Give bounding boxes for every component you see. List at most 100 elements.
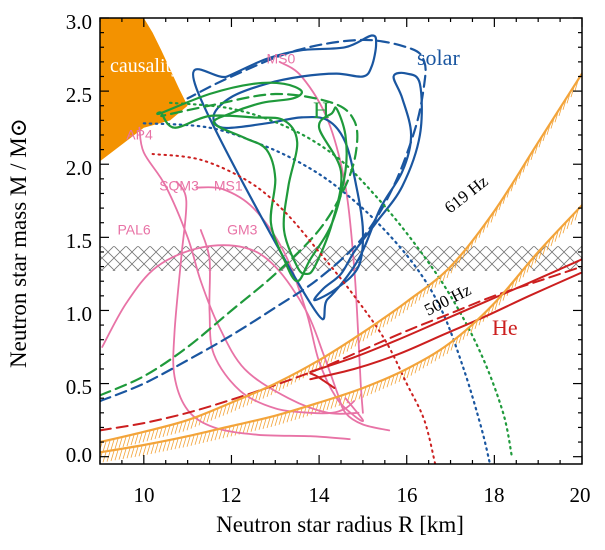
spin-hatch-tick xyxy=(182,437,187,448)
spin-hatch-tick xyxy=(282,413,287,424)
spin-hatch-tick xyxy=(418,360,423,371)
spin-hatch-tick xyxy=(258,419,263,430)
eos-label-ms0: MS0 xyxy=(267,50,296,66)
eos-label-ms1: MS1 xyxy=(214,178,243,194)
spin-hatch-tick xyxy=(202,432,207,444)
y-tick-label: 1.0 xyxy=(66,302,92,326)
causality-label: causality xyxy=(110,55,181,77)
spin-hatch-tick xyxy=(126,448,131,459)
spin-hatch-tick xyxy=(574,210,579,221)
spin-hatch-tick xyxy=(286,412,291,423)
x-tick-label: 16 xyxy=(397,483,418,507)
spin-hatch-tick xyxy=(414,363,419,374)
spin-hatch-tick xyxy=(410,296,415,308)
spin-hatch-tick xyxy=(190,418,195,429)
spin-hatch-tick xyxy=(194,434,199,445)
spin-hatch-tick xyxy=(354,390,359,401)
eos-label-sqm3: SQM3 xyxy=(159,178,199,194)
x-tick-label: 10 xyxy=(134,483,155,507)
spin-hatch-tick xyxy=(386,377,391,388)
spin-hatch-tick xyxy=(542,244,547,255)
spin-hatch-tick xyxy=(138,433,143,444)
y-tick-label: 0.0 xyxy=(66,443,92,467)
spin-hatch-tick xyxy=(386,314,391,325)
spin-hatch-tick xyxy=(554,231,559,242)
y-tick-label: 1.5 xyxy=(66,229,92,253)
spin-hatch-tick xyxy=(166,440,171,451)
eos-curve-pal6 xyxy=(101,244,391,432)
spin-hatch-tick xyxy=(534,253,539,264)
eos-labels: PAL6 SQM3 MS1 GM3 AP4 MS0 xyxy=(118,50,296,237)
eos-curve-ms0 xyxy=(278,61,364,414)
spin-hatch-tick xyxy=(298,408,303,419)
causality-region xyxy=(100,18,188,162)
spin-hatch-tick xyxy=(218,429,223,440)
spin-hatch-tick xyxy=(350,338,355,350)
spin-hatch-tick xyxy=(330,351,335,362)
spin-hatch-tick xyxy=(370,383,375,395)
spin-hatch-tick xyxy=(262,418,267,430)
eos-label-pal6: PAL6 xyxy=(118,221,151,237)
spin-hatch-tick xyxy=(446,267,451,279)
spin-hatch-tick xyxy=(154,428,159,440)
spin-hatch-tick xyxy=(266,417,271,429)
y-tick-label: 2.0 xyxy=(66,156,92,180)
spin-hatch-tick xyxy=(130,434,135,446)
spin-hatch-tick xyxy=(330,398,335,409)
spin-hatch-tick xyxy=(334,349,339,360)
spin-hatch-tick xyxy=(218,407,223,418)
spin-hatch-tick xyxy=(390,311,395,322)
helium-band-upper xyxy=(309,258,582,373)
spin-hatch-tick xyxy=(178,438,183,449)
spin-hatch-tick xyxy=(562,223,567,234)
x-tick-label: 12 xyxy=(221,483,242,507)
spin-619-label: 619 Hz xyxy=(441,171,492,217)
spin-hatch-tick xyxy=(214,408,219,420)
spin-hatch-tick xyxy=(106,440,111,451)
eos-curve-gm3 xyxy=(199,229,355,415)
helium-fan-lines xyxy=(309,372,336,389)
spin-hatch-tick xyxy=(146,431,151,442)
spin-hatch-tick xyxy=(162,426,167,438)
axis-ticks xyxy=(99,17,583,464)
spin-hatch-tick xyxy=(230,402,235,413)
spin-hatch-tick xyxy=(254,420,259,431)
spin-hatch-tick xyxy=(126,435,131,447)
spin-hatch-tick xyxy=(522,267,527,278)
spin-hatch-tick xyxy=(242,397,247,408)
spin-hatch-tick xyxy=(170,439,175,451)
spin-hatch-tick xyxy=(114,438,119,450)
spin-hatch-tick xyxy=(442,346,447,357)
spin-hatch-tick xyxy=(398,305,403,317)
x-axis-title: Neutron star radius R [km] xyxy=(216,512,464,537)
spin-hatch-tick xyxy=(362,387,367,398)
spin-hatch-tick xyxy=(530,257,535,269)
spin-hatch-tick xyxy=(494,299,499,311)
spin-hatch-tick xyxy=(394,373,399,384)
spin-hatch-tick xyxy=(446,343,451,355)
x-tick-label: 20 xyxy=(570,483,591,507)
spin-hatch-tick xyxy=(370,325,375,336)
spin-hatch-tick xyxy=(186,436,191,447)
spin-hatch-tick xyxy=(314,403,319,415)
spin-limit-619hz xyxy=(100,72,582,444)
spin-hatch-tick xyxy=(114,450,119,461)
spin-hatch-tick xyxy=(354,336,359,347)
spin-hatch-tick xyxy=(234,400,239,411)
spin-hatch-tick xyxy=(434,351,439,362)
spin-hatch-tick xyxy=(362,331,367,342)
spin-hatch-tick xyxy=(162,441,167,452)
solar-label: solar xyxy=(417,45,460,70)
spin-hatch-tick xyxy=(538,248,543,260)
eos-curve-ap4 xyxy=(138,126,360,415)
y-axis-title: Neutron star mass M / M⊙ xyxy=(6,118,31,368)
spin-hatch-tick xyxy=(178,422,183,433)
hydrogen-label: H xyxy=(313,98,330,123)
solar-contour xyxy=(192,34,423,321)
spin-hatch-tick xyxy=(110,450,115,462)
spin-hatch-tick xyxy=(206,412,211,423)
helium-band-lower xyxy=(309,271,582,381)
spin-hatch-tick xyxy=(366,385,371,397)
spin-hatch-tick xyxy=(342,343,347,355)
